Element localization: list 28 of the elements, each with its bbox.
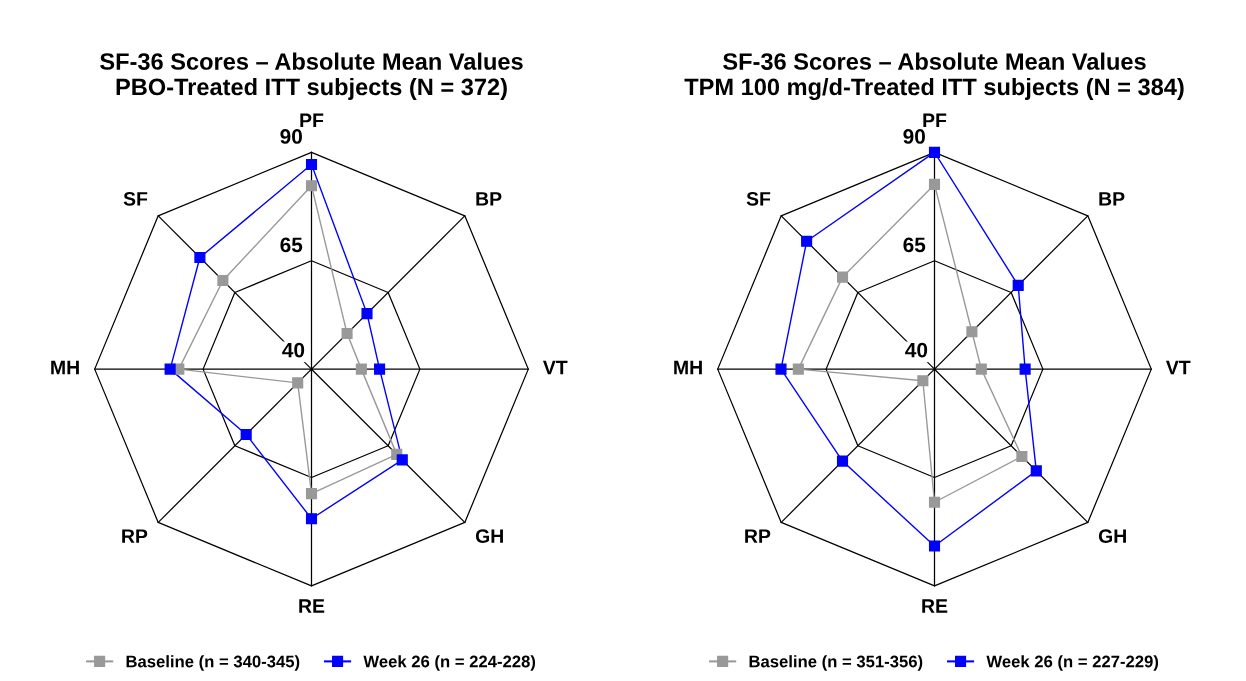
y-tick-label: 90 xyxy=(903,129,925,144)
spoke-label: MH xyxy=(674,360,702,375)
chart-title: SF-36 Scores – Absolute Mean Values TPM 100 mg/d-Treated ITT subjects (N = 384) xyxy=(684,52,1184,101)
chart-title: SF-36 Scores – Absolute Mean Values PBO-Treated ITT subjects (N = 372) xyxy=(100,52,523,100)
spoke-label: PF xyxy=(300,113,324,127)
spoke-label: PF xyxy=(923,113,947,127)
spoke-label: SF xyxy=(746,191,771,206)
y-tick-label: 90 xyxy=(280,129,302,144)
legend-label: Baseline (n = 340-345) xyxy=(126,655,300,671)
spoke-label: RE xyxy=(299,599,325,613)
spoke-label: RP xyxy=(122,529,148,543)
y-tick-label: 40 xyxy=(905,342,928,358)
spoke-label: MH xyxy=(51,360,79,375)
spoke-label: RE xyxy=(922,599,948,613)
spoke-label: BP xyxy=(1099,192,1125,206)
spoke-label: BP xyxy=(476,192,502,206)
y-tick-label: 40 xyxy=(282,342,305,358)
spoke-label: SF xyxy=(123,191,148,206)
legend-label: Baseline (n = 351-356) xyxy=(749,655,923,671)
legend-label: Week 26 (n = 224-228) xyxy=(363,655,536,671)
spoke-label: GH xyxy=(1098,529,1126,543)
legend-label: Week 26 (n = 227-229) xyxy=(986,655,1159,671)
y-tick-label: 65 xyxy=(280,237,303,253)
spoke-label: VT xyxy=(1165,360,1191,375)
spoke-label: VT xyxy=(542,360,568,375)
spoke-label: RP xyxy=(745,529,771,543)
spoke-label: GH xyxy=(475,529,503,543)
y-tick-label: 65 xyxy=(903,237,926,253)
